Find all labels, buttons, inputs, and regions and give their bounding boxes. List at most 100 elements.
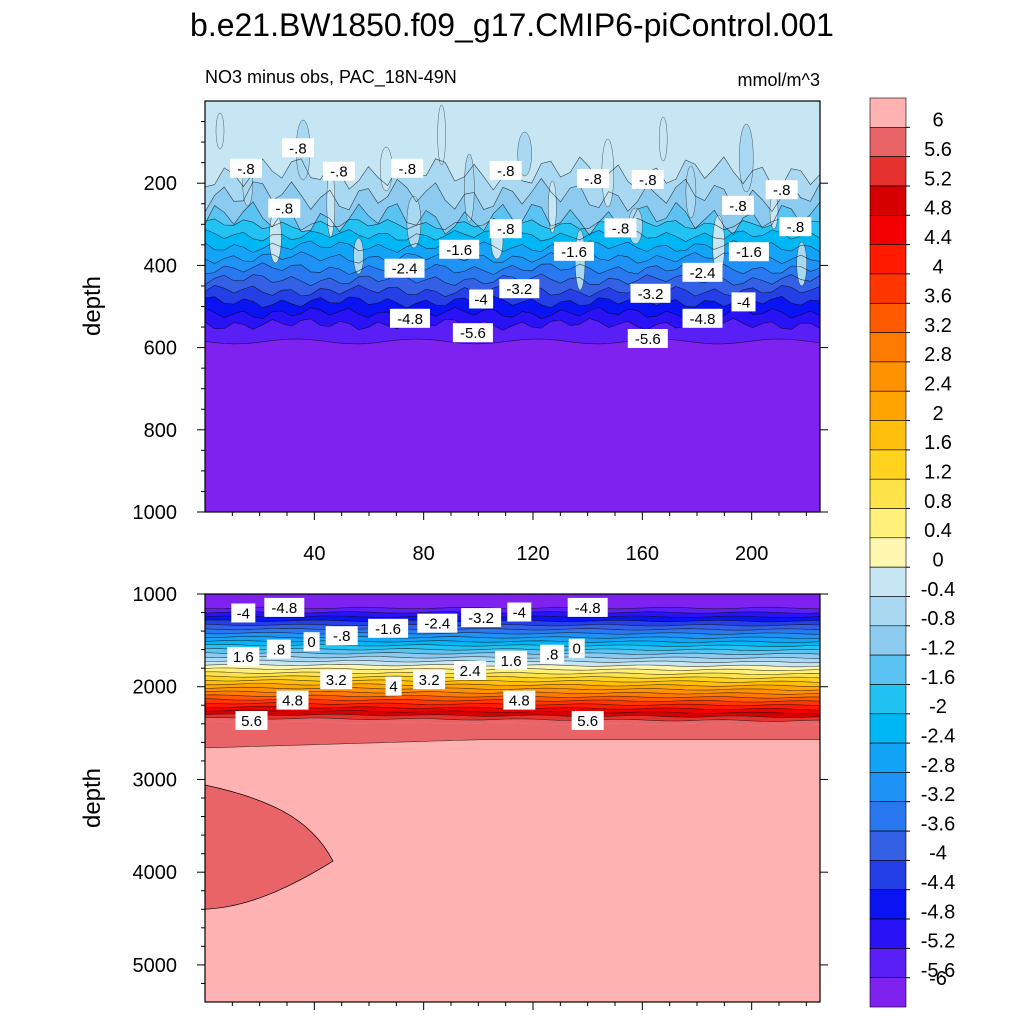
contour-label-text: -2.4 [392, 261, 418, 278]
colorbar-label: -3.2 [921, 784, 955, 806]
upper-patch [269, 210, 282, 264]
upper-contour-11 [204, 295, 821, 309]
lower-contour-label: .8 [540, 644, 565, 664]
colorbar-swatch [869, 977, 907, 1008]
contour-label-text: 4 [389, 679, 397, 696]
contour-label-text: -5.6 [460, 325, 486, 342]
contour-label-text: -4 [513, 605, 526, 622]
colorbar-swatch [869, 948, 907, 979]
upper-contour-label: -1.6 [554, 241, 594, 261]
contour-label-text: 0 [573, 641, 581, 658]
contour-label-box [503, 690, 536, 710]
colorbar-swatch [869, 127, 907, 157]
colorbar: 6 5.6 5.2 4.8 4.4 4 3.6 3.2 2.8 2.4 2 1.6 1.2 0.8 0.4 0… [869, 97, 955, 1008]
contour-label-box [413, 670, 446, 690]
lower-y-tick-label: 2000 [133, 677, 178, 699]
contour-label-text: -.8 [333, 628, 351, 645]
upper-contour-6 [204, 240, 821, 253]
upper-patch [796, 241, 807, 287]
contour-label-text: .8 [273, 642, 286, 659]
contour-label-box [604, 218, 637, 238]
colorbar-label: -4 [929, 843, 947, 865]
contour-label-text: -.8 [497, 163, 515, 180]
contour-label-text: -.8 [330, 164, 348, 181]
contour-label-box [454, 661, 487, 680]
colorbar-label: 4.4 [924, 227, 952, 249]
contour-label-box [417, 613, 458, 633]
lower-band-0 [205, 594, 820, 609]
upper-axes: 200 400 600 800 1000 40 80 120 160 200 [133, 100, 828, 565]
upper-y-tick-label: 800 [144, 420, 177, 442]
contour-label-text: -3.2 [638, 286, 664, 303]
lower-contour-label: 4.8 [503, 690, 536, 710]
contour-label-box [540, 644, 565, 664]
contour-label-text: 2.4 [460, 663, 481, 680]
upper-band-1 [205, 101, 820, 190]
upper-contour-label: -5.6 [627, 329, 668, 348]
upper-contour-label: -1.6 [439, 239, 480, 259]
colorbar-swatch [869, 889, 907, 920]
lower-contour-20 [204, 683, 820, 687]
contour-label-text: -.8 [289, 140, 307, 157]
lower-ylabel: depth [79, 768, 106, 828]
lower-contour-19 [204, 679, 821, 683]
contour-label-text: 5.6 [577, 713, 598, 730]
upper-contour-label: -.8 [779, 217, 812, 237]
contour-label-text: -2.4 [424, 616, 450, 633]
colorbar-label: 0 [932, 550, 943, 572]
contour-label-box [461, 608, 502, 628]
upper-patch [658, 116, 668, 162]
colorbar-label: -0.4 [921, 579, 955, 601]
upper-x-tick-label: 80 [413, 543, 435, 565]
contour-label-box [391, 158, 424, 178]
contour-label-box [682, 308, 723, 328]
contour-label-box [567, 597, 608, 617]
colorbar-swatch [869, 361, 907, 392]
contour-label-box [385, 676, 402, 696]
colorbar-swatch [869, 420, 907, 451]
upper-patch [215, 112, 225, 150]
upper-y-tick-label: 400 [144, 255, 177, 277]
lower-contour-5 [204, 623, 821, 627]
colorbar-label: 4 [932, 256, 943, 278]
contour-label-box [489, 219, 522, 239]
contour-label-text: 3.2 [419, 672, 440, 689]
colorbar-swatch [869, 801, 907, 832]
colorbar-label: 5.2 [924, 168, 952, 190]
colorbar-label: 5.6 [924, 139, 952, 161]
contour-label-box [728, 242, 769, 262]
contour-label-box [452, 323, 493, 343]
contour-label-text: -4.8 [397, 311, 423, 328]
contour-label-text: 4.8 [282, 693, 303, 710]
contour-label-text: -.8 [237, 161, 255, 178]
colorbar-swatch [869, 742, 907, 773]
colorbar-label: 2 [932, 403, 943, 425]
contour-label-box [568, 638, 585, 658]
contour-label-text: -4.8 [271, 600, 297, 617]
figure-title: b.e21.BW1850.f09_g17.CMIP6-piControl.001 [190, 7, 834, 43]
upper-contour-label: -.8 [281, 138, 314, 158]
lower-contour-17 [205, 671, 821, 675]
contour-label-box [320, 670, 353, 690]
upper-contour-labels: -.8 -.8 -.8 -.8 -.8 -.8 -.8 -.8 -.8 -.8 -.8 -.8 -.8 -… [230, 138, 812, 348]
colorbar-label: -4.4 [921, 872, 955, 894]
lower-band-17 [205, 671, 820, 679]
lower-band-6 [205, 628, 820, 635]
contour-label-text: -.8 [773, 182, 791, 199]
lower-contour-27 [204, 709, 821, 715]
contour-label-text: -1.6 [561, 244, 587, 261]
upper-contour-label: -4.8 [682, 308, 723, 328]
colorbar-swatch [869, 390, 907, 421]
lower-contour-fill [204, 594, 820, 1002]
upper-patch [353, 237, 364, 275]
contour-label-box [630, 283, 671, 303]
colorbar-swatch [869, 684, 907, 715]
lower-contour-21 [204, 686, 821, 691]
upper-contour-label: -.8 [722, 195, 754, 215]
contour-label-text: -5.6 [635, 331, 661, 348]
lower-contour-label: 5.6 [571, 711, 604, 730]
upper-contour-label: -4 [469, 289, 494, 309]
contour-label-text: -.8 [399, 161, 417, 178]
upper-ylabel: depth [79, 276, 106, 336]
